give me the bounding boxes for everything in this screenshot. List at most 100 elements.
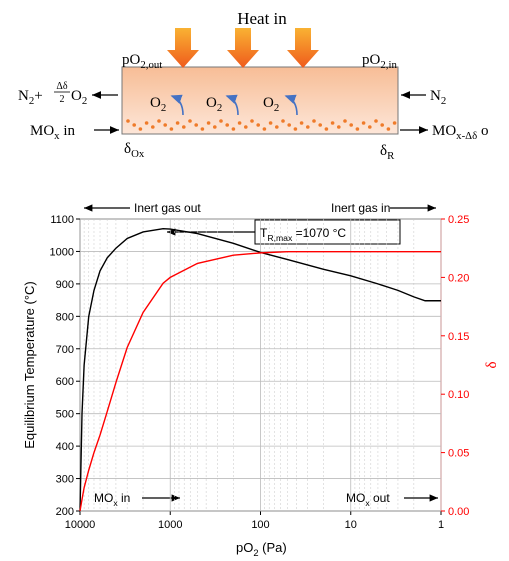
y2-tick-label: 0.20 <box>448 272 469 284</box>
gas-out-oxygen: O2 <box>71 88 87 107</box>
subscript: 2 <box>274 102 279 114</box>
heat-label: Heat in <box>237 9 287 28</box>
text-part: O <box>263 95 274 111</box>
oxygen-label: O2 <box>150 95 166 114</box>
text-part: O <box>71 88 82 104</box>
solid-in: MOx in <box>30 123 75 142</box>
x-tick-label: 1 <box>438 519 444 531</box>
particle <box>144 121 149 125</box>
x-tick-label: 100 <box>251 519 269 531</box>
particle <box>306 125 310 129</box>
annotation-box <box>254 219 401 245</box>
inlet-pressure: pO2,in <box>362 52 397 71</box>
particle <box>293 127 298 131</box>
gas-out: N2+ <box>18 88 43 107</box>
text-part: + <box>34 88 42 104</box>
subscript: R,max <box>267 233 293 243</box>
particle <box>330 121 335 125</box>
flow-arrows <box>92 91 428 134</box>
particle <box>380 123 385 127</box>
particle <box>126 119 130 123</box>
oxygen-label: O2 <box>206 95 222 114</box>
particle <box>349 123 354 127</box>
fraction-num: Δδ <box>56 81 67 92</box>
heat-arrows <box>167 28 319 68</box>
annotation: Inert gas in <box>331 201 390 215</box>
subscript: x-Δδ <box>456 130 477 142</box>
particle <box>386 127 391 131</box>
annotation: TR,max =1070 °C <box>260 226 346 243</box>
text-part: MO <box>94 491 113 505</box>
subscript: 2 <box>82 95 87 107</box>
particle <box>299 121 304 125</box>
y-tick-label: 800 <box>56 311 74 323</box>
particle <box>132 123 136 127</box>
y2-tick-label: 0.00 <box>448 506 469 518</box>
particle <box>343 119 347 123</box>
subscript: 2 <box>217 102 222 114</box>
annotation-arrows <box>84 204 438 502</box>
particle <box>361 121 366 125</box>
particle <box>268 121 273 125</box>
particle <box>169 127 174 131</box>
y-tick-label: 900 <box>56 279 74 291</box>
x-tick-label: 1000 <box>158 519 182 531</box>
text-part: pO <box>236 540 253 555</box>
y-tick-label: 200 <box>56 506 74 518</box>
x-tick-label: 10 <box>345 519 357 531</box>
text-part: Inert gas in <box>331 201 390 215</box>
subscript: R <box>387 150 395 162</box>
oxygen-arrows <box>170 94 298 116</box>
text-part: O <box>206 95 217 111</box>
x-axis-label: pO2 (Pa) <box>236 540 287 558</box>
particles <box>126 119 397 131</box>
particle <box>213 125 217 129</box>
reactor <box>121 66 399 135</box>
annotation: Inert gas out <box>134 201 201 215</box>
text-part: pO <box>122 52 141 68</box>
text-part: T <box>260 226 268 240</box>
outlet-pressure: pO2,out <box>122 52 162 71</box>
y-tick-label: 500 <box>56 409 74 421</box>
particle <box>200 127 205 131</box>
y2-tick-label: 0.15 <box>448 331 469 343</box>
subscript: 2,out <box>140 59 162 71</box>
text-part: o <box>477 123 488 139</box>
y-tick-label: 600 <box>56 376 74 388</box>
particle <box>225 123 229 127</box>
gas-in: N2 <box>430 88 446 107</box>
series-line <box>79 228 441 512</box>
particle <box>256 123 261 127</box>
particle <box>157 119 161 123</box>
solid-out: MOx-Δδ o <box>432 123 488 142</box>
y2-axis-label: δ <box>484 361 500 368</box>
text-part: MO <box>432 123 456 139</box>
y2-tick-label: 0.25 <box>448 214 469 226</box>
particle <box>219 119 223 123</box>
y-tick-label: 1100 <box>50 214 74 226</box>
y-tick-label: 1000 <box>50 246 74 258</box>
subscript: 2 <box>161 102 166 114</box>
x-tick-label: 10000 <box>65 519 96 531</box>
fraction-den: 2 <box>60 94 65 105</box>
particle <box>374 119 378 123</box>
text-part: in <box>118 491 131 505</box>
subscript: x <box>113 498 118 508</box>
text-part: Inert gas out <box>134 201 201 215</box>
subscript: 2 <box>253 548 258 558</box>
y2-tick-label: 0.05 <box>448 448 469 460</box>
subscript: 2 <box>441 95 446 107</box>
text-part: δ <box>124 141 131 157</box>
y-tick-label: 300 <box>56 474 74 486</box>
subscript: x <box>54 130 60 142</box>
text-part: (Pa) <box>259 540 287 555</box>
particle <box>337 125 341 129</box>
particle <box>287 123 292 127</box>
particle <box>355 127 360 131</box>
text-part: in <box>60 123 76 139</box>
y-tick-label: 400 <box>56 441 74 453</box>
y-axis-label: Equilibrium Temperature (°C) <box>22 281 37 449</box>
particle <box>262 127 267 131</box>
text-part: δ <box>380 143 387 159</box>
